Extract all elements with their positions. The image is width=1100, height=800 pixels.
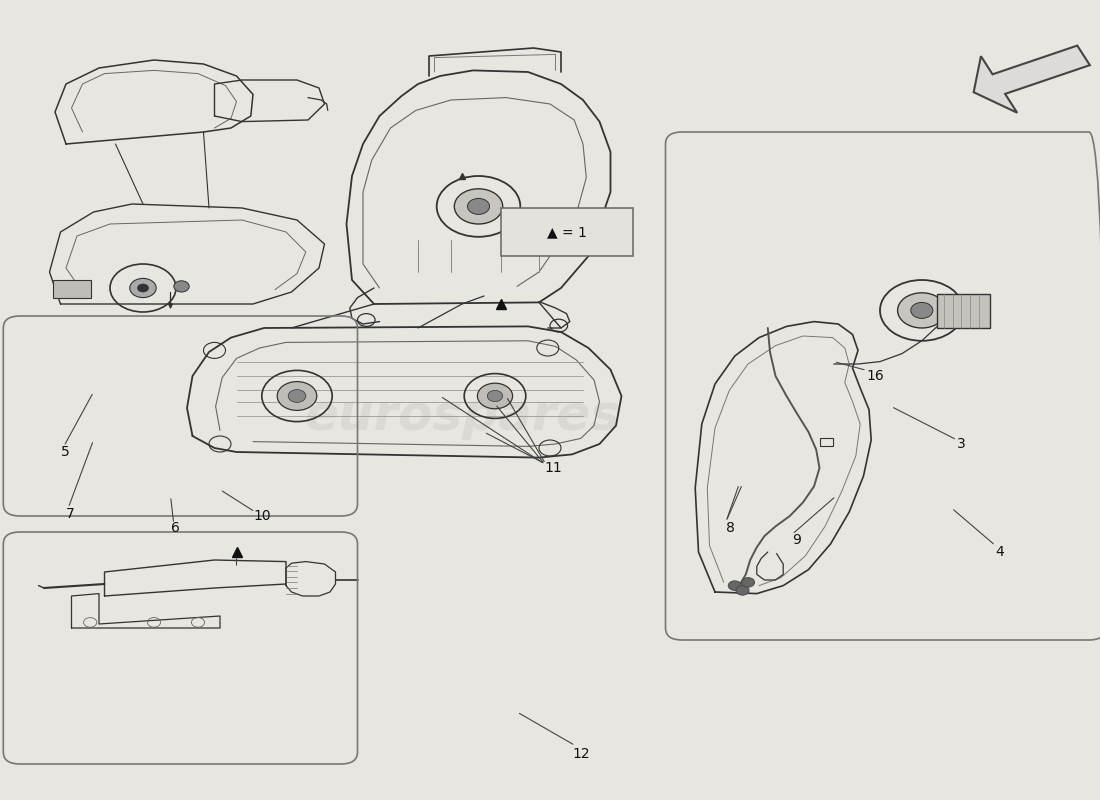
Bar [500,208,632,256]
Text: 11: 11 [544,461,562,475]
Circle shape [130,278,156,298]
Circle shape [728,581,741,590]
Text: 12: 12 [572,746,590,761]
Text: 10: 10 [253,509,271,523]
Text: ▲ = 1: ▲ = 1 [547,225,586,239]
Text: 4: 4 [996,545,1004,559]
Bar [53,280,91,298]
Circle shape [277,382,317,410]
Circle shape [468,198,490,214]
Circle shape [736,586,749,595]
Text: 9: 9 [792,533,801,547]
Circle shape [454,189,503,224]
Text: 3: 3 [957,437,966,451]
Text: 7: 7 [66,506,75,521]
Circle shape [138,284,148,292]
Text: eurospares: eurospares [304,392,620,440]
Bar [820,438,833,446]
Circle shape [898,293,946,328]
Circle shape [487,390,503,402]
Circle shape [741,578,755,587]
Text: 8: 8 [726,521,735,535]
Text: 5: 5 [60,445,69,459]
Text: 16: 16 [867,369,884,383]
Bar [937,294,990,328]
Circle shape [911,302,933,318]
Text: 6: 6 [170,521,179,535]
Polygon shape [974,46,1090,113]
Circle shape [477,383,513,409]
Circle shape [174,281,189,292]
Circle shape [288,390,306,402]
